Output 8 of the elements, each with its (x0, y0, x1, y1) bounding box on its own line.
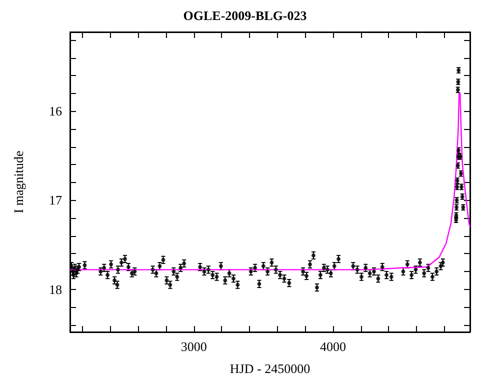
y-tick-label: 18 (49, 282, 62, 297)
y-axis-title: I magnitude (11, 150, 26, 214)
x-tick-label: 3000 (180, 339, 207, 354)
x-axis-title: HJD - 2450000 (230, 361, 310, 376)
y-tick-label: 17 (49, 192, 62, 208)
chart-title: OGLE-2009-BLG-023 (183, 8, 308, 23)
y-tick-label: 16 (49, 104, 62, 119)
x-tick-label: 4000 (320, 339, 346, 354)
